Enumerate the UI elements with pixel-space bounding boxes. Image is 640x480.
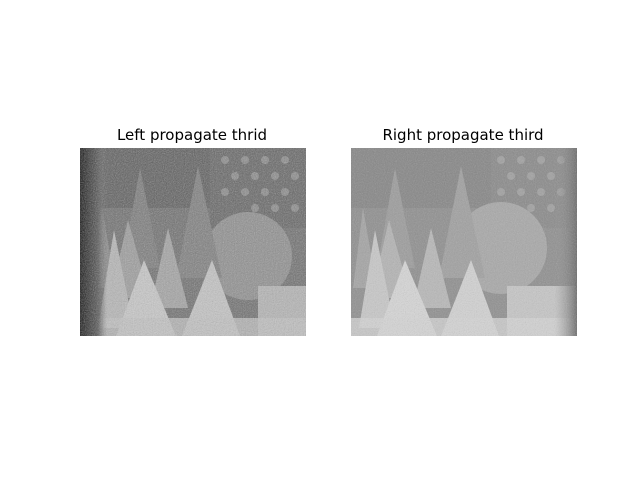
right-disparity-svg [351, 148, 577, 336]
right-disparity-image [351, 148, 577, 336]
right-panel-title: Right propagate third [382, 126, 544, 144]
left-disparity-image [80, 148, 306, 336]
left-panel-title: Left propagate thrid [116, 126, 268, 144]
left-disparity-svg [80, 148, 306, 336]
